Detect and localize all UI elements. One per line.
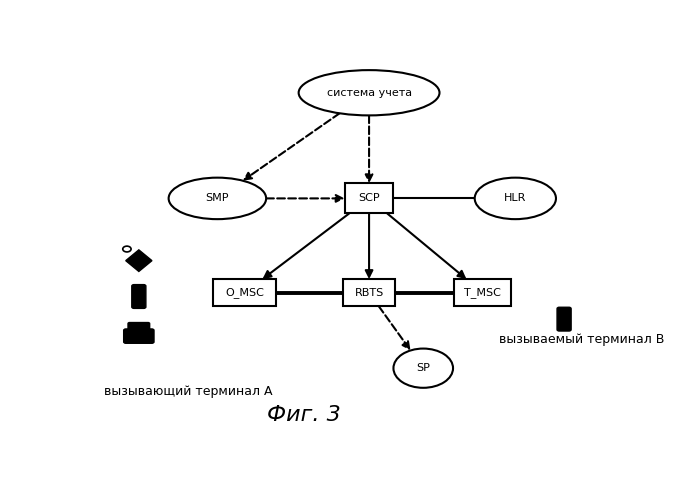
Ellipse shape bbox=[394, 348, 453, 388]
Text: O_MSC: O_MSC bbox=[225, 287, 264, 298]
FancyBboxPatch shape bbox=[124, 329, 154, 343]
FancyBboxPatch shape bbox=[132, 285, 146, 308]
Bar bbox=[343, 279, 395, 306]
Text: вызываемый терминал B: вызываемый терминал B bbox=[499, 333, 665, 345]
Ellipse shape bbox=[168, 178, 266, 219]
Text: SP: SP bbox=[417, 363, 430, 373]
Text: SMP: SMP bbox=[206, 194, 229, 203]
Ellipse shape bbox=[298, 70, 440, 115]
Ellipse shape bbox=[475, 178, 556, 219]
FancyBboxPatch shape bbox=[128, 322, 150, 333]
Bar bbox=[454, 279, 511, 306]
Text: система учета: система учета bbox=[326, 88, 412, 98]
Polygon shape bbox=[126, 250, 152, 271]
Text: T_MSC: T_MSC bbox=[464, 287, 501, 298]
Text: Фиг. 3: Фиг. 3 bbox=[267, 405, 341, 425]
Text: вызывающий терминал A: вызывающий терминал A bbox=[103, 385, 272, 398]
FancyBboxPatch shape bbox=[557, 307, 571, 331]
Circle shape bbox=[123, 246, 131, 252]
Text: RBTS: RBTS bbox=[354, 288, 384, 298]
Text: HLR: HLR bbox=[504, 194, 526, 203]
Bar bbox=[345, 183, 394, 214]
Bar bbox=[213, 279, 275, 306]
Text: SCP: SCP bbox=[359, 194, 380, 203]
